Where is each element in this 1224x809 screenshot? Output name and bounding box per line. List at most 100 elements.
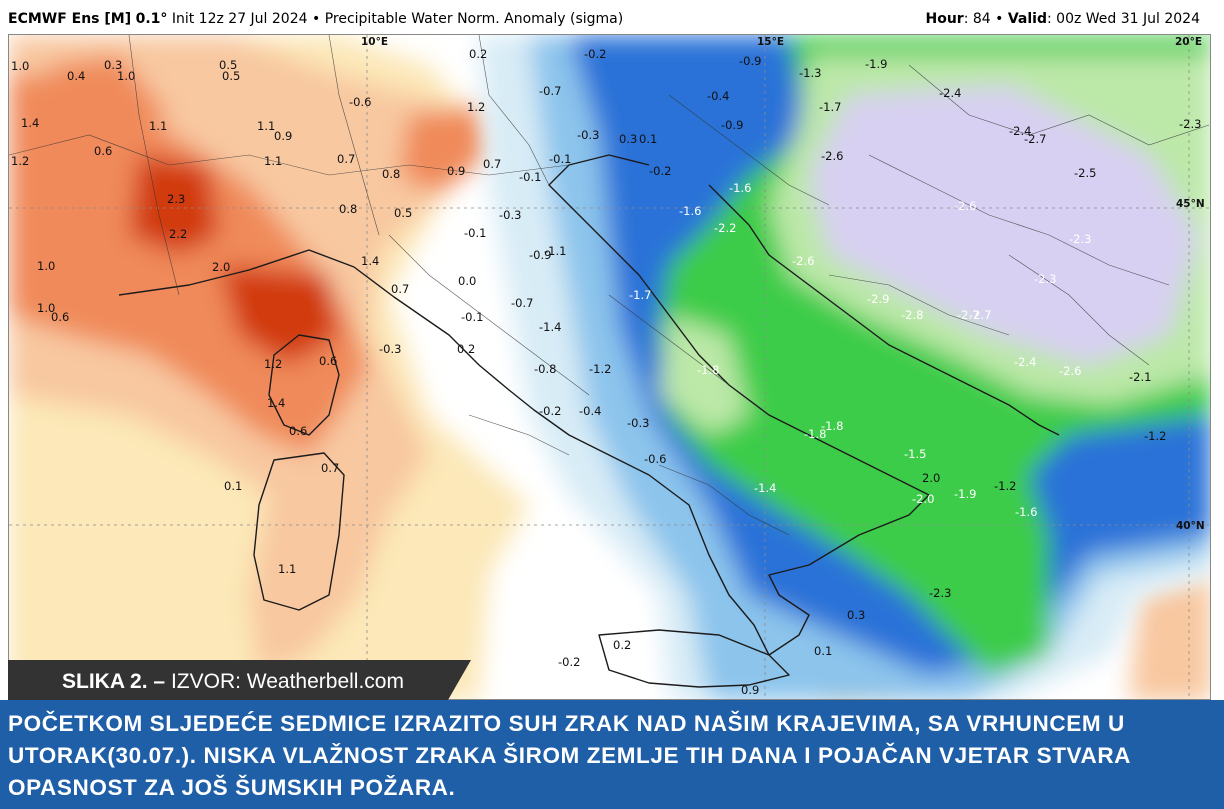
anomaly-value-label: -0.1: [519, 170, 541, 184]
anomaly-value-label: -0.7: [539, 84, 561, 98]
anomaly-value-label: 1.4: [21, 116, 39, 130]
anomaly-value-label: -1.6: [1015, 505, 1037, 519]
header-separator: •: [311, 11, 321, 27]
source-tab-shape: [8, 660, 471, 700]
anomaly-value-label: -2.3: [1069, 232, 1091, 246]
anomaly-value-label: -2.0: [912, 492, 934, 506]
valid-value: : 00z Wed 31 Jul 2024: [1047, 11, 1200, 27]
anomaly-value-label: 0.9: [447, 164, 465, 178]
anomaly-value-label: -0.9: [739, 54, 761, 68]
grid-label-40n: 40°N: [1176, 520, 1205, 532]
graticule: [9, 35, 1210, 699]
anomaly-value-label: 2.0: [212, 260, 230, 274]
anomaly-value-label: 0.6: [94, 144, 112, 158]
anomaly-value-label: -2.6: [1059, 364, 1081, 378]
anomaly-value-label: 0.9: [741, 683, 759, 697]
anomaly-value-label: 2.3: [167, 192, 185, 206]
coastlines: [118, 154, 1060, 688]
anomaly-value-label: -1.3: [799, 66, 821, 80]
anomaly-value-label: 1.0: [37, 259, 55, 273]
anomaly-value-label: 0.4: [67, 69, 85, 83]
anomaly-value-label: 0.7: [337, 152, 355, 166]
anomaly-value-label: -1.4: [539, 320, 561, 334]
anomaly-value-label: -2.5: [1074, 166, 1096, 180]
anomaly-value-label: -0.6: [644, 452, 666, 466]
init-time: Init 12z 27 Jul 2024: [171, 11, 308, 27]
model-resolution: 0.1°: [135, 11, 168, 27]
anomaly-value-label: -1.8: [821, 419, 843, 433]
grid-label-20e: 20°E: [1175, 36, 1202, 48]
model-name: ECMWF Ens [M]: [8, 11, 132, 27]
header-title: ECMWF Ens [M] 0.1° Init 12z 27 Jul 2024 …: [8, 11, 623, 27]
anomaly-value-label: -2.7: [957, 308, 979, 322]
grid-label-15e: 15°E: [757, 36, 784, 48]
admin-borders: [9, 35, 1210, 536]
anomaly-value-label: 1.1: [264, 154, 282, 168]
anomaly-value-label: 0.7: [321, 461, 339, 475]
anomaly-value-label: -0.1: [464, 226, 486, 240]
anomaly-value-label: 0.0: [458, 274, 476, 288]
anomaly-value-label: 1.0: [117, 69, 135, 83]
anomaly-value-label: 0.6: [289, 424, 307, 438]
anomaly-value-label: 0.2: [469, 47, 487, 61]
anomaly-value-label: -0.4: [707, 89, 729, 103]
source-name: IZVOR: Weatherbell.com: [170, 670, 404, 693]
valid-label: Valid: [1007, 11, 1047, 27]
anomaly-value-label: -0.9: [529, 248, 551, 262]
anomaly-value-label: -2.9: [867, 292, 889, 306]
anomaly-value-label: -1.8: [804, 427, 826, 441]
anomaly-value-label: 0.5: [222, 69, 240, 83]
anomaly-value-label: 1.0: [11, 59, 29, 73]
anomaly-value-label: -0.9: [721, 118, 743, 132]
anomaly-value-label: -1.2: [994, 479, 1016, 493]
anomaly-value-label: -0.4: [579, 404, 601, 418]
anomaly-map: 10°E 15°E 20°E 45°N 40°N 1.0 0.4 0.3 1.0 0.5…: [8, 34, 1211, 700]
anomaly-value-label: 1.4: [267, 396, 285, 410]
negative-anomaly-field: [479, 35, 1210, 699]
anomaly-value-label: 0.6: [51, 310, 69, 324]
source-credit: SLIKA 2. – IZVOR: Weatherbell.com: [62, 670, 404, 694]
anomaly-value-label: 0.1: [639, 132, 657, 146]
anomaly-value-label: -2.3: [1179, 117, 1201, 131]
anomaly-value-label: -0.2: [584, 47, 606, 61]
caption-text: POČETKOM SLJEDEĆE SEDMICE IZRAZITO SUH Z…: [8, 711, 1131, 800]
anomaly-value-label: -1.9: [865, 57, 887, 71]
anomaly-value-label: 0.6: [319, 354, 337, 368]
anomaly-value-label: -2.2: [714, 221, 736, 235]
anomaly-value-label: -2.1: [1129, 370, 1151, 384]
anomaly-value-label: -2.4: [1014, 355, 1036, 369]
anomaly-value-label: -2.4: [1009, 124, 1031, 138]
anomaly-value-label: 0.7: [483, 157, 501, 171]
anomaly-value-label: -0.1: [549, 152, 571, 166]
figure-label: SLIKA 2. –: [62, 670, 166, 693]
positive-anomaly-field: [9, 35, 1210, 699]
anomaly-value-label: -0.2: [558, 655, 580, 669]
anomaly-value-label: -2.3: [1034, 272, 1056, 286]
header-separator-2: •: [995, 11, 1004, 27]
anomaly-value-label: 0.2: [613, 638, 631, 652]
anomaly-value-label: 1.4: [361, 254, 379, 268]
hour-value: : 84: [963, 11, 991, 27]
anomaly-value-label: 1.0: [37, 301, 55, 315]
anomaly-value-label: -0.3: [379, 342, 401, 356]
grid-label-10e: 10°E: [361, 36, 388, 48]
anomaly-value-label: 0.9: [274, 129, 292, 143]
anomaly-value-label: 0.1: [224, 479, 242, 493]
anomaly-value-label: 1.1: [257, 119, 275, 133]
anomaly-value-label: -1.5: [904, 447, 926, 461]
anomaly-value-label: 0.3: [104, 58, 122, 72]
hour-label: Hour: [925, 11, 964, 27]
anomaly-value-label: -2.6: [792, 254, 814, 268]
anomaly-value-label: -1.4: [754, 481, 776, 495]
anomaly-value-label: 1.1: [278, 562, 296, 576]
anomaly-value-label: -1.7: [819, 100, 841, 114]
anomaly-value-label: -1.1: [544, 244, 566, 258]
anomaly-value-label: 1.2: [11, 154, 29, 168]
product-name: Precipitable Water Norm. Anomaly (sigma): [324, 11, 624, 27]
anomaly-value-label: 0.3: [619, 132, 637, 146]
anomaly-value-label: -2.7: [969, 308, 991, 322]
anomaly-value-label: -0.2: [649, 164, 671, 178]
anomaly-value-label: -0.8: [534, 362, 556, 376]
anomaly-value-label: 0.7: [391, 282, 409, 296]
anomaly-value-label: 0.8: [339, 202, 357, 216]
